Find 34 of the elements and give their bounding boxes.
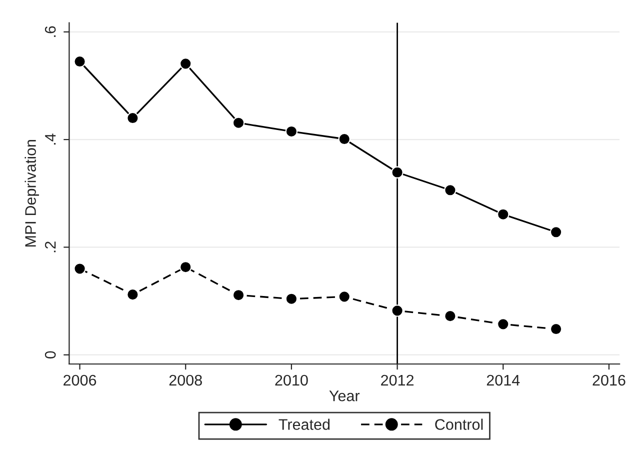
point: [126, 288, 139, 301]
y-tick-label: .6: [44, 26, 56, 37]
point: [285, 292, 298, 305]
point: [497, 318, 510, 330]
point: [180, 58, 192, 70]
x-tick-label: 2008: [169, 374, 202, 386]
y-tick-label: .2: [44, 242, 56, 252]
point: [444, 184, 456, 196]
x-axis-title: Year: [329, 390, 360, 402]
legend-label: Control: [435, 418, 483, 430]
point: [550, 226, 562, 238]
x-tick-label: 2016: [592, 374, 626, 386]
point: [285, 125, 298, 138]
point: [338, 290, 350, 303]
point: [74, 262, 86, 275]
point: [74, 55, 86, 68]
x-tick-label: 2006: [64, 374, 96, 386]
point: [232, 289, 245, 302]
x-tick-label: 2012: [381, 374, 414, 386]
legend-label: Treated: [278, 418, 330, 430]
point: [444, 310, 456, 322]
point: [126, 112, 139, 124]
point: [232, 116, 245, 129]
y-tick-label: 0: [44, 351, 56, 358]
point: [180, 261, 192, 274]
y-axis-title: MPI Deprivation: [24, 140, 39, 246]
point: [497, 208, 510, 220]
x-tick-label: 2014: [486, 374, 520, 386]
point: [550, 322, 562, 336]
point: [391, 304, 404, 317]
y-tick-label: .4: [45, 134, 56, 145]
point: [338, 132, 350, 146]
point: [391, 166, 404, 178]
x-tick-label: 2010: [275, 374, 308, 386]
